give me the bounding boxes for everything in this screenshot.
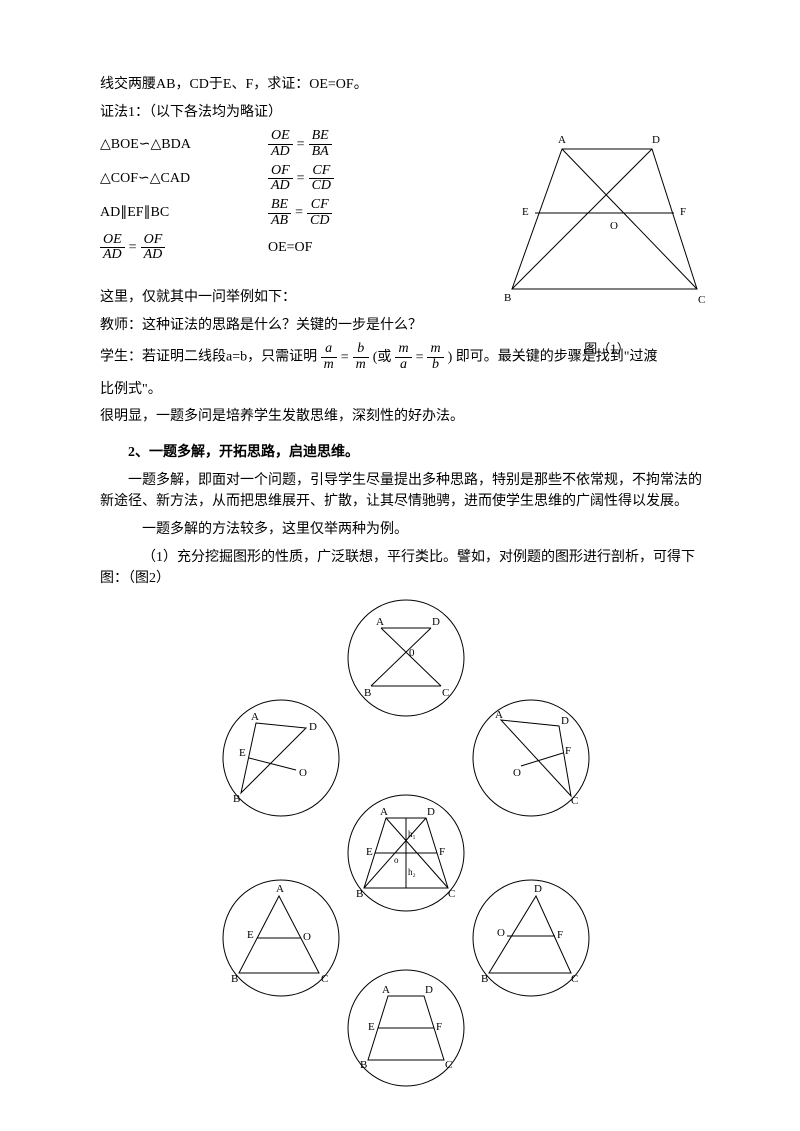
section-2-p3: （1）充分挖掘图形的性质，广泛联想，平行类比。譬如，对例题的图形进行剖析，可得下…	[100, 547, 712, 590]
proof-right: OE=OF	[268, 237, 312, 259]
svg-text:F: F	[557, 929, 563, 941]
section-2-p2: 一题多解的方法较多，这里仅举两种为例。	[100, 519, 712, 541]
svg-text:D: D	[432, 616, 440, 628]
figure-1: A D E F O B C 图（1）	[492, 129, 722, 359]
circle-bottom: A D E F B C	[346, 968, 466, 1088]
circle-top: A D 0 B C	[346, 598, 466, 718]
label-o: O	[610, 220, 618, 232]
label-c: C	[698, 294, 705, 306]
svg-text:C: C	[445, 1059, 452, 1071]
svg-text:O: O	[303, 931, 311, 943]
svg-text:0: 0	[409, 647, 415, 659]
figure-1-caption: 图（1）	[492, 339, 722, 359]
svg-text:C: C	[571, 973, 578, 985]
circle-center: A D E F h₁ o h₂ B C	[346, 793, 466, 913]
label-b: B	[504, 292, 511, 304]
svg-text:B: B	[231, 973, 238, 985]
svg-text:F: F	[439, 846, 445, 858]
proof-left: △BOE∽△BDA	[100, 134, 240, 156]
svg-text:h₂: h₂	[408, 867, 416, 877]
figure-2: A D 0 B C A D E O B A D F O C A D	[181, 598, 631, 1088]
section-2-title: 2、一题多解，开拓思路，启迪思维。	[100, 442, 712, 464]
svg-text:B: B	[360, 1059, 367, 1071]
svg-text:O: O	[497, 927, 505, 939]
svg-text:E: E	[366, 846, 373, 858]
svg-text:D: D	[425, 984, 433, 996]
proof-eq: OFAD = CFCD	[268, 164, 334, 194]
svg-text:A: A	[251, 711, 259, 723]
proof-eq: OEAD = BEBA	[268, 129, 332, 159]
after-line-5: 很明显，一题多问是培养学生发散思维，深刻性的好办法。	[100, 406, 712, 428]
svg-text:E: E	[247, 929, 254, 941]
intro-line-1: 线交两腰AB，CD于E、F，求证：OE=OF。	[100, 74, 712, 96]
proof-block: A D E F O B C 图（1） △BOE∽△BDA OEAD = BEBA…	[100, 129, 712, 263]
svg-text:o: o	[394, 855, 399, 865]
svg-text:B: B	[233, 793, 240, 805]
svg-text:B: B	[481, 973, 488, 985]
proof-eq: BEAB = CFCD	[268, 198, 332, 228]
svg-text:D: D	[309, 721, 317, 733]
after-line-4: 比例式"。	[100, 379, 712, 401]
svg-text:F: F	[565, 745, 571, 757]
label-a: A	[558, 134, 566, 146]
section-2-p1: 一题多解，即面对一个问题，引导学生尽量提出多种思路，特别是那些不依常规，不拘常法…	[100, 470, 712, 513]
label-e: E	[522, 206, 529, 218]
svg-text:h₁: h₁	[408, 829, 416, 839]
circle-lower-right: D O F B C	[471, 878, 591, 998]
svg-text:E: E	[239, 747, 246, 759]
circle-lower-left: A E O B C	[221, 878, 341, 998]
svg-text:C: C	[571, 795, 578, 807]
svg-text:C: C	[448, 888, 455, 900]
svg-text:A: A	[380, 806, 388, 818]
svg-text:D: D	[427, 806, 435, 818]
svg-text:E: E	[368, 1021, 375, 1033]
svg-text:D: D	[561, 715, 569, 727]
label-d: D	[652, 134, 660, 146]
label-f: F	[680, 206, 686, 218]
svg-text:A: A	[495, 709, 503, 721]
proof-left: AD∥EF∥BC	[100, 202, 240, 224]
svg-text:A: A	[382, 984, 390, 996]
svg-text:O: O	[513, 767, 521, 779]
svg-text:B: B	[356, 888, 363, 900]
svg-text:O: O	[299, 767, 307, 779]
svg-text:A: A	[276, 883, 284, 895]
svg-text:C: C	[442, 687, 449, 699]
svg-text:C: C	[321, 973, 328, 985]
circle-upper-right: A D F O C	[471, 698, 591, 818]
svg-text:D: D	[534, 883, 542, 895]
svg-text:F: F	[436, 1021, 442, 1033]
circle-upper-left: A D E O B	[221, 698, 341, 818]
svg-text:B: B	[364, 687, 371, 699]
proof-eq: OEAD = OFAD	[100, 233, 240, 263]
intro-line-2: 证法1：（以下各法均为略证）	[100, 102, 712, 124]
proof-left: △COF∽△CAD	[100, 168, 240, 190]
svg-text:A: A	[376, 616, 384, 628]
